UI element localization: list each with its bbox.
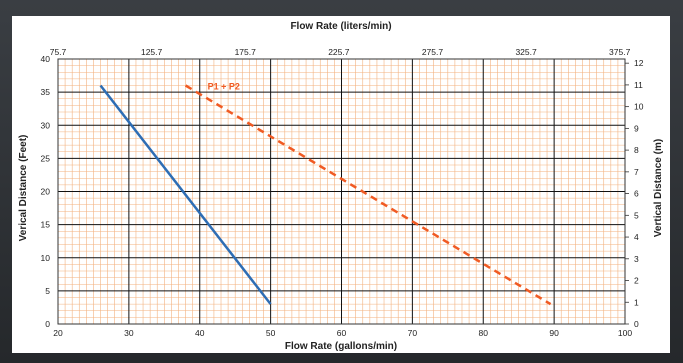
top-tick-label: 75.7: [50, 47, 67, 57]
bottom-tick-label: 20: [53, 328, 63, 338]
right-tick-label: 5: [634, 210, 639, 220]
top-tick-label: 275.7: [422, 47, 444, 57]
left-tick-label: 20: [41, 187, 51, 197]
top-tick-label: 375.7: [609, 47, 631, 57]
plot-border: [57, 58, 626, 325]
chart-panel: P1 + P2 Flow Rate (liters/min) Flow Rate…: [12, 16, 670, 353]
right-tick-label: 1: [634, 297, 639, 307]
bottom-tick-label: 70: [408, 328, 418, 338]
series-line-p1-p2: [184, 84, 552, 306]
bottom-tick-label: 60: [337, 328, 347, 338]
flow-rate-chart: P1 + P2 Flow Rate (liters/min) Flow Rate…: [18, 21, 664, 352]
bottom-tick-label: 40: [195, 328, 205, 338]
right-tick-label: 6: [634, 189, 639, 199]
left-tick-label: 40: [41, 54, 51, 64]
left-axis-title: Verical Distance (Feet): [18, 135, 29, 242]
bottom-tick-label: 100: [618, 328, 632, 338]
right-tick-label: 0: [634, 319, 639, 329]
top-tick-label: 175.7: [235, 47, 257, 57]
right-tick-label: 9: [634, 123, 639, 133]
top-tick-label: 325.7: [515, 47, 537, 57]
series-layer: P1 + P2: [99, 82, 552, 306]
right-tick-label: 11: [634, 80, 643, 90]
series-line-pump: [99, 84, 272, 305]
left-tick-label: 5: [45, 286, 50, 296]
axis-labels: Flow Rate (liters/min) Flow Rate (gallon…: [18, 21, 664, 352]
bottom-tick-label: 50: [266, 328, 276, 338]
right-tick-label: 7: [634, 167, 639, 177]
left-tick-label: 15: [41, 220, 51, 230]
bottom-tick-label: 90: [549, 328, 559, 338]
left-tick-label: 25: [41, 153, 51, 163]
right-axis-title: Vertical Distance (m): [653, 139, 664, 237]
bottom-tick-label: 30: [124, 328, 134, 338]
right-tick-label: 3: [634, 254, 639, 264]
top-axis-title: Flow Rate (liters/min): [290, 21, 391, 32]
left-tick-label: 0: [45, 319, 50, 329]
left-tick-label: 10: [41, 253, 51, 263]
major-grid: [57, 58, 626, 325]
right-tick-label: 2: [634, 276, 639, 286]
left-tick-label: 30: [41, 120, 51, 130]
left-tick-label: 35: [41, 87, 51, 97]
bottom-axis-title: Flow Rate (gallons/min): [285, 341, 397, 352]
top-tick-label: 225.7: [328, 47, 350, 57]
bottom-tick-label: 80: [479, 328, 489, 338]
top-tick-label: 125.7: [141, 47, 163, 57]
right-tick-label: 12: [634, 58, 644, 68]
right-tick-label: 4: [634, 232, 639, 242]
right-tick-label: 10: [634, 102, 644, 112]
series-label: P1 + P2: [208, 82, 240, 92]
right-tick-label: 8: [634, 145, 639, 155]
plot-border-rect: [57, 58, 626, 325]
